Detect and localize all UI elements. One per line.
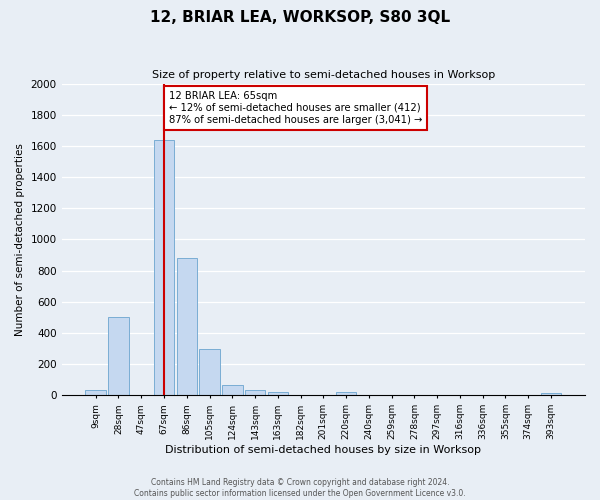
Text: 12, BRIAR LEA, WORKSOP, S80 3QL: 12, BRIAR LEA, WORKSOP, S80 3QL	[150, 10, 450, 25]
Bar	[108, 318, 129, 396]
Bar	[154, 140, 174, 396]
Bar	[336, 392, 356, 396]
Bar	[199, 348, 220, 396]
Text: 12 BRIAR LEA: 65sqm
← 12% of semi-detached houses are smaller (412)
87% of semi-: 12 BRIAR LEA: 65sqm ← 12% of semi-detach…	[169, 92, 422, 124]
Text: Contains HM Land Registry data © Crown copyright and database right 2024.
Contai: Contains HM Land Registry data © Crown c…	[134, 478, 466, 498]
Bar	[85, 390, 106, 396]
X-axis label: Distribution of semi-detached houses by size in Worksop: Distribution of semi-detached houses by …	[166, 445, 481, 455]
Bar	[541, 393, 561, 396]
Bar	[268, 392, 288, 396]
Bar	[245, 390, 265, 396]
Y-axis label: Number of semi-detached properties: Number of semi-detached properties	[15, 143, 25, 336]
Bar	[222, 384, 242, 396]
Bar	[176, 258, 197, 396]
Title: Size of property relative to semi-detached houses in Worksop: Size of property relative to semi-detach…	[152, 70, 495, 80]
